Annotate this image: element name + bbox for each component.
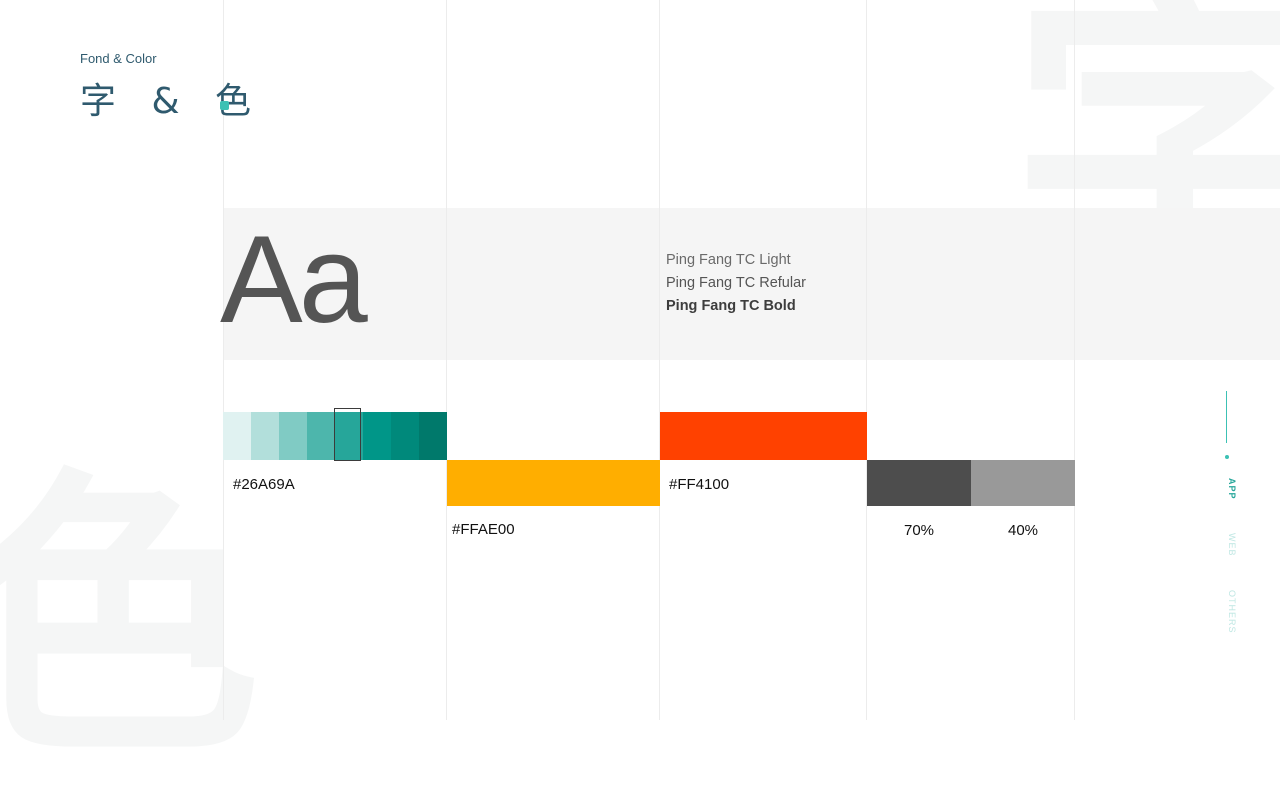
teal-shade-strip [223,412,447,460]
grid-line [866,0,867,720]
red-hex-label: #FF4100 [669,476,730,493]
page-subtitle: Fond & Color [80,51,157,66]
title-accent-dot [220,101,229,110]
teal-shade-swatch[interactable] [251,412,279,460]
font-weight-light: Ping Fang TC Light [666,252,791,268]
nav-indicator-line [1226,391,1227,443]
typography-band [223,208,1280,360]
page-title: 字 & 色 [80,81,263,122]
gray-40-label: 40% [1007,522,1039,539]
teal-shade-swatch[interactable] [307,412,335,460]
teal-shade-swatch[interactable] [391,412,419,460]
teal-shade-swatch[interactable] [335,412,363,460]
nav-indicator-dot [1225,455,1229,459]
nav-item-web[interactable]: WEB [1227,533,1237,557]
yellow-hex-label: #FFAE00 [452,521,515,538]
font-weight-regular: Ping Fang TC Refular [666,275,806,291]
nav-item-app[interactable]: APP [1227,478,1237,500]
watermark-character-bottom: 色 [0,445,260,794]
grid-line [659,0,660,720]
gray-70-swatch[interactable] [867,460,971,506]
grid-line [446,0,447,720]
gray-40-swatch[interactable] [971,460,1075,506]
teal-shade-swatch[interactable] [279,412,307,460]
font-sample: Aa [220,211,368,349]
font-weight-bold: Ping Fang TC Bold [666,298,796,314]
yellow-swatch[interactable] [447,460,660,506]
grid-line [1074,0,1075,720]
teal-shade-swatch[interactable] [419,412,447,460]
gray-70-label: 70% [903,522,935,539]
teal-shade-swatch[interactable] [363,412,391,460]
red-swatch[interactable] [660,412,867,460]
teal-hex-label: #26A69A [233,476,295,493]
grid-line [223,0,224,720]
nav-item-others[interactable]: OTHERS [1227,590,1237,634]
selected-shade-outline [334,408,361,461]
teal-shade-swatch[interactable] [223,412,251,460]
